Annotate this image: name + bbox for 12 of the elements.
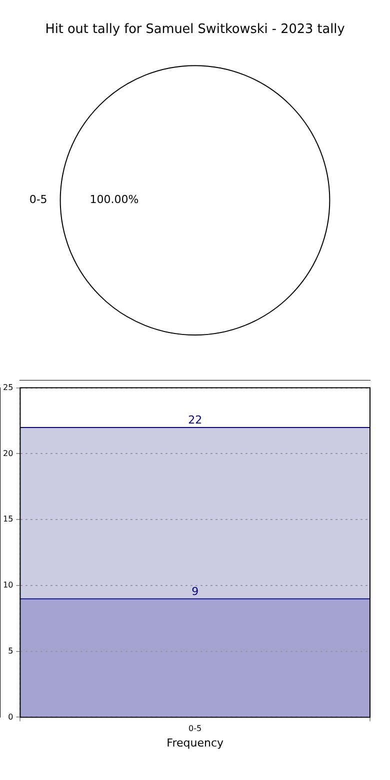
y-tick-label: 20 — [2, 448, 14, 458]
total-label: 22 — [188, 414, 202, 427]
slice-label: 0-5 — [29, 193, 48, 206]
data-label: 9 — [192, 584, 199, 598]
chart-title: Hit out tally for Samuel Switkowski - 2023 tally — [45, 22, 346, 38]
y-tick-label: 25 — [2, 382, 14, 392]
data-label: 100.00% — [90, 193, 139, 206]
y-tick-label: 0 — [8, 712, 14, 722]
y-tick-label: 15 — [2, 514, 14, 524]
y-tick-label: 5 — [8, 646, 14, 656]
x-axis-title: Frequency — [166, 736, 224, 750]
y-tick-label: 10 — [2, 580, 14, 590]
